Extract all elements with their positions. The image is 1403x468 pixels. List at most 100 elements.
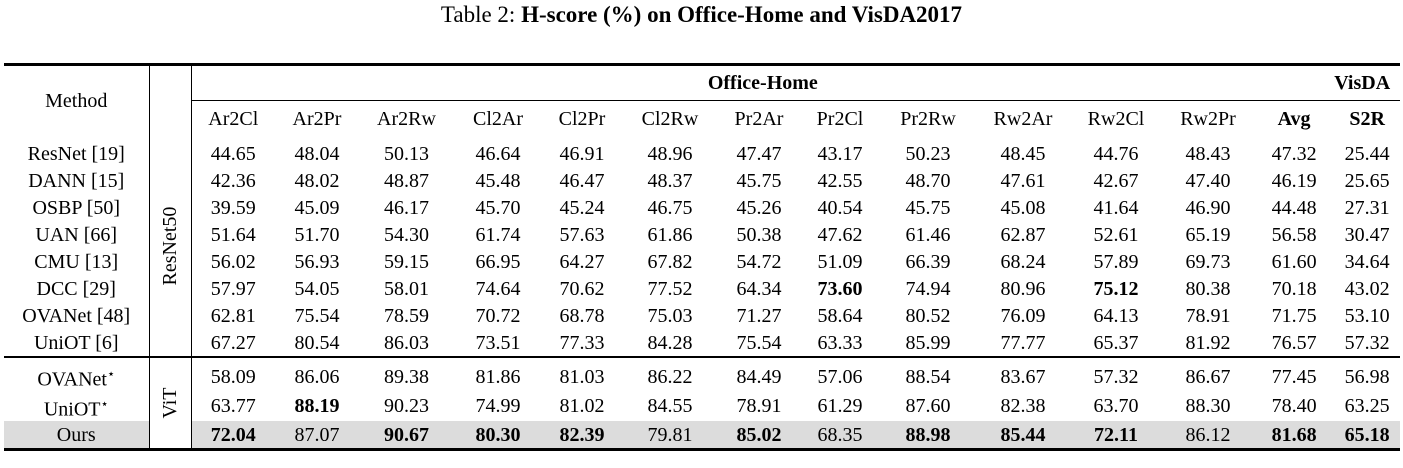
value-cell: 75.54	[736, 331, 782, 354]
header-row-columns: Ar2Cl Ar2Pr Ar2Rw Cl2Ar Cl2Pr Cl2Rw Pr2Ar Pr2Cl…	[4, 101, 1400, 137]
value-cell: 78.91	[736, 395, 782, 418]
value-cell: 51.64	[210, 223, 256, 246]
value-cell: 78.91	[1185, 304, 1231, 327]
value-cell: 80.96	[1000, 277, 1046, 300]
value-cell: 47.61	[1000, 169, 1046, 192]
value-cell: 48.37	[647, 169, 693, 192]
value-cell: 63.77	[210, 395, 256, 418]
value-cell: 45.26	[736, 196, 782, 219]
value-cell: 45.70	[475, 196, 521, 219]
value-cell: 65.18	[1334, 421, 1401, 452]
column-header-ar2pr: Ar2Pr	[292, 107, 342, 130]
value-cell: 57.97	[210, 277, 256, 300]
backbone-header	[149, 63, 192, 136]
value-cell: 45.75	[736, 169, 782, 192]
value-cell: 73.60	[817, 277, 863, 300]
column-header-s2r: S2R	[1349, 107, 1385, 130]
table-row: DANN [15] 42.36 48.02 48.87 45.48 46.47 48.37 4…	[4, 167, 1400, 194]
value-cell: 58.01	[384, 277, 429, 300]
value-cell: 83.67	[976, 356, 1070, 392]
value-cell: 48.02	[294, 169, 340, 192]
value-cell: 80.38	[1185, 277, 1231, 300]
value-cell: 48.96	[647, 142, 693, 165]
method-cell: DCC [29]	[4, 275, 150, 302]
value-cell: 56.58	[1271, 223, 1317, 246]
value-cell: 84.28	[647, 331, 693, 354]
value-cell: 81.02	[559, 395, 605, 418]
method-cell: DANN [15]	[4, 167, 150, 194]
value-cell: 87.07	[275, 421, 359, 452]
value-cell: 88.30	[1185, 395, 1231, 418]
value-cell: 44.65	[210, 142, 256, 165]
table-row: UAN [66] 51.64 51.70 54.30 61.74 57.63 61.86 50…	[4, 221, 1400, 248]
value-cell: 46.19	[1271, 169, 1317, 192]
value-cell: 88.98	[880, 421, 976, 452]
value-cell: 48.70	[905, 169, 951, 192]
value-cell: 88.54	[880, 356, 976, 392]
value-cell: 71.27	[736, 304, 782, 327]
backbone-label: ResNet50	[159, 206, 181, 286]
value-cell: 45.48	[475, 169, 521, 192]
value-cell: 90.23	[384, 395, 429, 418]
value-cell: 64.34	[736, 277, 782, 300]
value-cell: 80.52	[905, 304, 951, 327]
value-cell: 77.33	[559, 331, 605, 354]
value-cell: 77.77	[1000, 331, 1046, 354]
value-cell: 61.74	[475, 223, 521, 246]
value-cell: 58.09	[191, 356, 275, 392]
value-cell: 46.64	[475, 142, 521, 165]
value-cell: 59.15	[384, 250, 429, 273]
value-cell: 63.25	[1344, 395, 1390, 418]
value-cell: 63.33	[817, 331, 863, 354]
column-header-avg: Avg	[1277, 107, 1311, 130]
column-header-rw2ar: Rw2Ar	[993, 107, 1053, 130]
value-cell: 25.44	[1344, 142, 1390, 165]
method-cell: UAN [66]	[4, 221, 150, 248]
column-header-ar2rw: Ar2Rw	[377, 107, 436, 130]
value-cell: 42.36	[210, 169, 256, 192]
value-cell: 81.03	[542, 356, 622, 392]
value-cell: 50.23	[905, 142, 951, 165]
value-cell: 88.19	[294, 395, 340, 418]
value-cell: 61.46	[905, 223, 951, 246]
value-cell: 46.47	[559, 169, 605, 192]
value-cell: 57.06	[800, 356, 880, 392]
value-cell: 50.13	[384, 142, 429, 165]
value-cell: 70.62	[559, 277, 605, 300]
value-cell: 64.27	[559, 250, 605, 273]
value-cell: 85.99	[905, 331, 951, 354]
results-table: Method Office-Home VisDA Ar2Cl Ar2Pr Ar2Rw…	[4, 63, 1401, 452]
value-cell: 74.94	[905, 277, 951, 300]
value-cell: 81.92	[1185, 331, 1231, 354]
method-cell: Ours	[4, 421, 150, 452]
table-caption: Table 2: H-score (%) on Office-Home and …	[0, 0, 1403, 30]
value-cell: 80.30	[454, 421, 542, 452]
value-cell: 54.72	[736, 250, 782, 273]
value-cell: 45.24	[559, 196, 605, 219]
table-row: OVANet [48] 62.81 75.54 78.59 70.72 68.78 75.0…	[4, 302, 1400, 329]
backbone-cell: ResNet50	[149, 136, 192, 357]
value-cell: 61.60	[1271, 250, 1317, 273]
value-cell: 82.39	[542, 421, 622, 452]
value-cell: 62.81	[210, 304, 256, 327]
column-header-cl2ar: Cl2Ar	[473, 107, 523, 130]
column-header-ar2cl: Ar2Cl	[208, 107, 259, 130]
value-cell: 48.04	[294, 142, 340, 165]
value-cell: 39.59	[210, 196, 256, 219]
method-cell: CMU [13]	[4, 248, 150, 275]
value-cell: 47.40	[1185, 169, 1231, 192]
column-header-cl2rw: Cl2Rw	[641, 107, 699, 130]
table-row: UniOT⋆ 63.77 88.19 90.23 74.99 81.02 84.55 78.9…	[4, 391, 1400, 422]
table-row: Ours 72.04 87.07 90.67 80.30 82.39 79.81 85.02 6…	[4, 421, 1401, 452]
value-cell: 70.18	[1271, 277, 1317, 300]
value-cell: 56.93	[294, 250, 340, 273]
value-cell: 42.55	[817, 169, 863, 192]
value-cell: 25.65	[1344, 169, 1390, 192]
value-cell: 74.64	[475, 277, 521, 300]
value-cell: 81.86	[454, 356, 542, 392]
backbone-label: ViT	[159, 387, 181, 419]
value-cell: 40.54	[817, 196, 863, 219]
value-cell: 69.73	[1185, 250, 1231, 273]
value-cell: 54.30	[384, 223, 429, 246]
value-cell: 86.22	[622, 356, 718, 392]
